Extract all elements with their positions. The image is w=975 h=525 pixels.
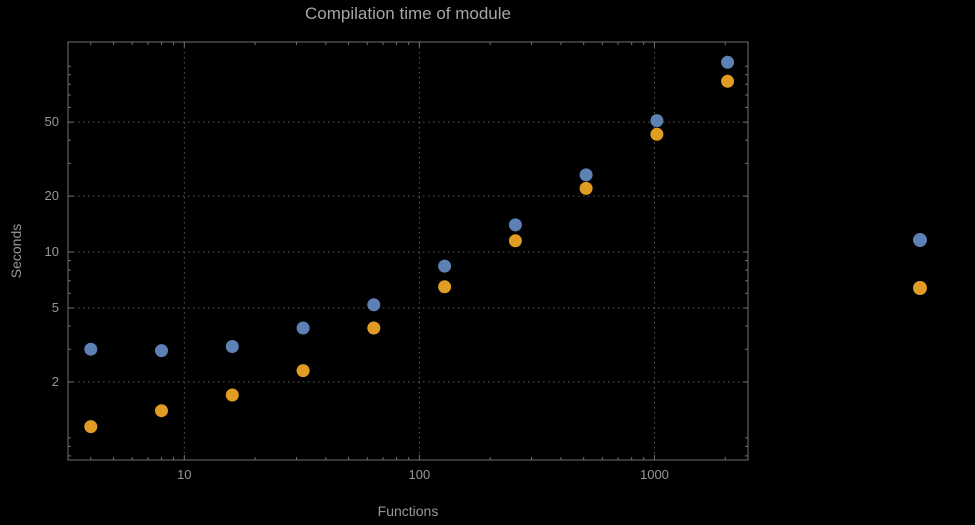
data-point-series-1-blue (367, 298, 381, 312)
legend-marker-series-2-orange (913, 281, 927, 295)
y-tick-label: 5 (52, 300, 59, 315)
data-point-series-1-blue (296, 321, 310, 335)
x-tick-label: 10 (177, 467, 191, 482)
y-tick-label: 10 (45, 244, 59, 259)
x-axis-label: Functions (377, 503, 439, 519)
data-point-series-2-orange (155, 404, 168, 418)
data-point-series-1-blue (84, 342, 98, 356)
data-point-series-2-orange (508, 234, 522, 248)
data-point-series-2-orange (650, 127, 664, 141)
y-tick-label: 2 (52, 374, 59, 389)
data-point-series-1-blue (438, 259, 452, 273)
chart-title: Compilation time of module (305, 4, 511, 23)
data-point-series-2-orange (296, 364, 310, 378)
plot-frame (67, 41, 749, 461)
data-point-series-1-blue (650, 114, 664, 128)
data-point-series-2-orange (438, 280, 452, 294)
y-tick-label: 50 (45, 114, 59, 129)
x-tick-label: 100 (409, 467, 431, 482)
x-tick-label: 1000 (640, 467, 669, 482)
data-point-series-1-blue (579, 168, 593, 182)
y-tick-label: 20 (45, 188, 59, 203)
data-point-series-2-orange (367, 321, 381, 335)
data-point-series-2-orange (579, 181, 593, 195)
data-point-series-2-orange (84, 420, 98, 434)
data-point-series-1-blue (225, 340, 239, 353)
data-point-series-2-orange (721, 74, 735, 88)
data-point-series-1-blue (155, 344, 168, 358)
legend-marker-series-1-blue (913, 233, 927, 247)
data-point-series-2-orange (225, 388, 239, 402)
data-point-series-1-blue (508, 218, 522, 232)
data-point-series-1-blue (721, 55, 735, 69)
y-axis-label: Seconds (8, 223, 24, 279)
